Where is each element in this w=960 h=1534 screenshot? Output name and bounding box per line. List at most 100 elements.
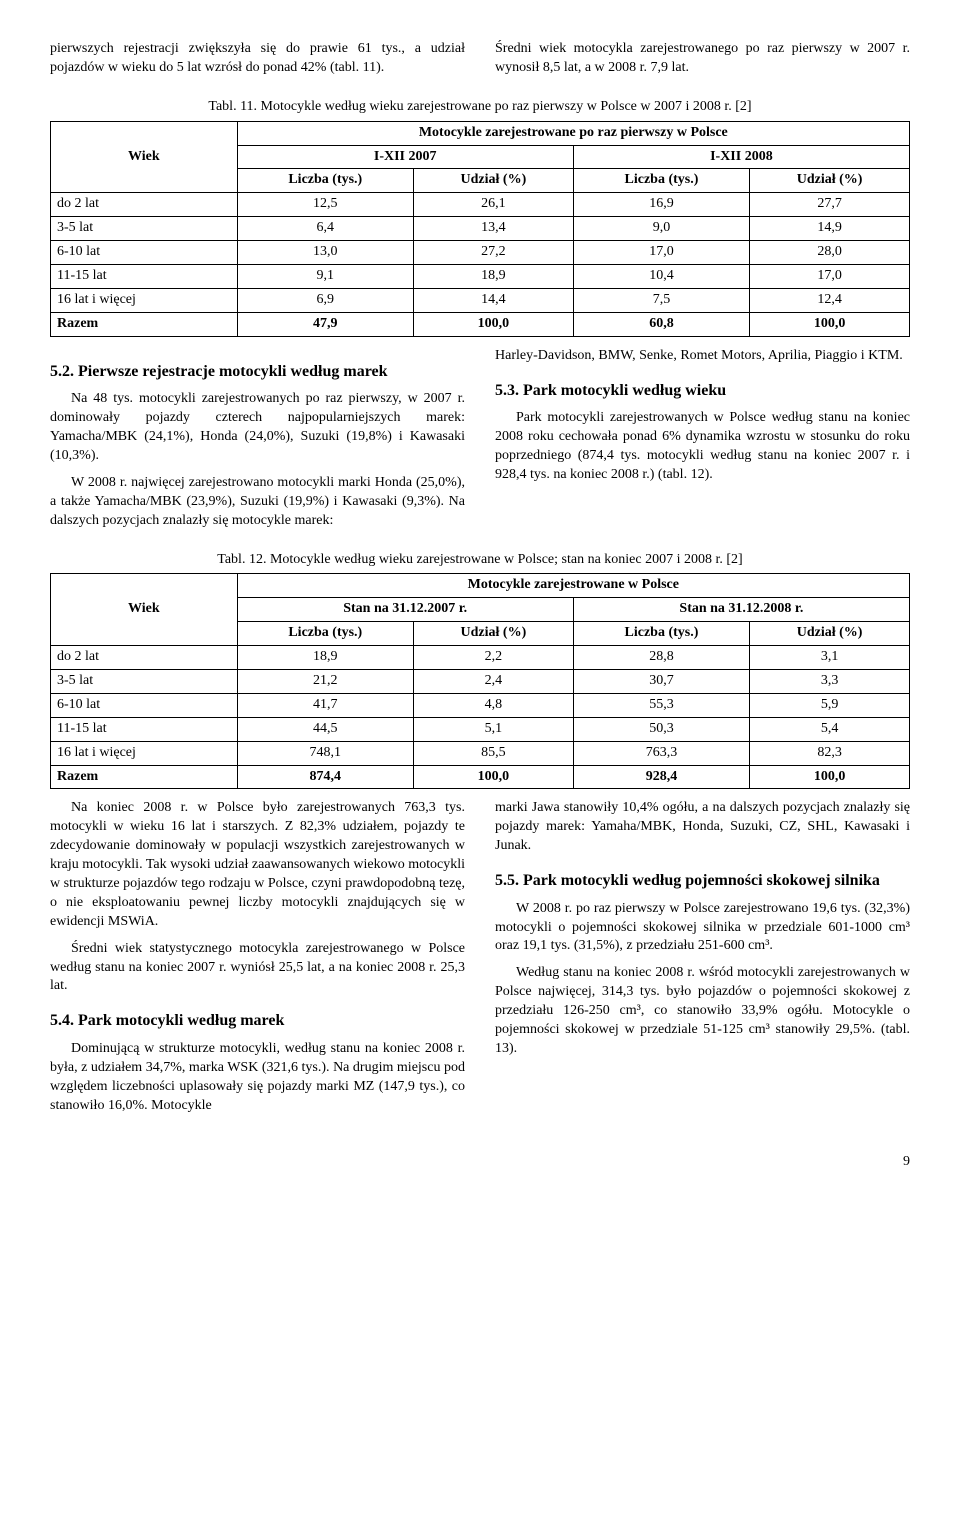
table-row: do 2 lat18,92,228,83,1 <box>51 646 910 670</box>
table-row: 3-5 lat21,22,430,73,3 <box>51 669 910 693</box>
cell: 21,2 <box>237 669 413 693</box>
row-label: 3-5 lat <box>51 669 238 693</box>
intro-columns: pierwszych rejestracji zwiększyła się do… <box>50 40 910 86</box>
t12-udzial2: Udział (%) <box>750 622 910 646</box>
cell: 100,0 <box>750 765 910 789</box>
table-row: 11-15 lat44,55,150,35,4 <box>51 717 910 741</box>
mid-left: 5.2. Pierwsze rejestracje motocykli wedł… <box>50 347 465 539</box>
bottom-right-p1: marki Jawa stanowiły 10,4% ogółu, a na d… <box>495 799 910 856</box>
table-row: Razem47,9100,060,8100,0 <box>51 312 910 336</box>
cell: 7,5 <box>573 288 749 312</box>
cell: 9,0 <box>573 217 749 241</box>
cell: 5,9 <box>750 693 910 717</box>
cell: 100,0 <box>750 312 910 336</box>
cell: 18,9 <box>237 646 413 670</box>
cell: 17,0 <box>573 241 749 265</box>
table-row: 16 lat i więcej6,914,47,512,4 <box>51 288 910 312</box>
t12-liczba1: Liczba (tys.) <box>237 622 413 646</box>
sec54-p1: Dominującą w strukturze motocykli, wedłu… <box>50 1040 465 1116</box>
cell: 2,2 <box>413 646 573 670</box>
row-label: 6-10 lat <box>51 241 238 265</box>
t12-period2: Stan na 31.12.2008 r. <box>573 598 909 622</box>
cell: 12,4 <box>750 288 910 312</box>
cell: 18,9 <box>413 265 573 289</box>
cell: 14,9 <box>750 217 910 241</box>
cell: 100,0 <box>413 765 573 789</box>
cell: 928,4 <box>573 765 749 789</box>
row-label: Razem <box>51 312 238 336</box>
page-number: 9 <box>50 1153 910 1172</box>
t11-udzial2: Udział (%) <box>750 169 910 193</box>
t11-period2: I-XII 2008 <box>573 145 909 169</box>
table12-caption: Tabl. 12. Motocykle według wieku zarejes… <box>50 551 910 570</box>
cell: 100,0 <box>413 312 573 336</box>
cell: 6,4 <box>237 217 413 241</box>
sec55-p2: Według stanu na koniec 2008 r. wśród mot… <box>495 964 910 1058</box>
cell: 14,4 <box>413 288 573 312</box>
cell: 4,8 <box>413 693 573 717</box>
intro-right-text: Średni wiek motocykla zarejestrowanego p… <box>495 40 910 78</box>
cell: 3,1 <box>750 646 910 670</box>
cell: 2,4 <box>413 669 573 693</box>
t12-liczba2: Liczba (tys.) <box>573 622 749 646</box>
t11-wiek-header: Wiek <box>51 121 238 193</box>
table-row: do 2 lat12,526,116,927,7 <box>51 193 910 217</box>
cell: 16,9 <box>573 193 749 217</box>
cell: 9,1 <box>237 265 413 289</box>
t11-liczba2: Liczba (tys.) <box>573 169 749 193</box>
table-row: 6-10 lat41,74,855,35,9 <box>51 693 910 717</box>
heading-5-3: 5.3. Park motocykli według wieku <box>495 380 910 402</box>
cell: 17,0 <box>750 265 910 289</box>
cell: 6,9 <box>237 288 413 312</box>
row-label: 11-15 lat <box>51 265 238 289</box>
cell: 55,3 <box>573 693 749 717</box>
cell: 41,7 <box>237 693 413 717</box>
sec53-p1: Park motocykli zarejestrowanych w Polsce… <box>495 409 910 485</box>
bottom-left-p2: Średni wiek statystycznego motocykla zar… <box>50 940 465 997</box>
cell: 27,7 <box>750 193 910 217</box>
heading-5-2: 5.2. Pierwsze rejestracje motocykli wedł… <box>50 361 465 383</box>
bottom-left-p1: Na koniec 2008 r. w Polsce było zarejest… <box>50 799 465 931</box>
row-label: do 2 lat <box>51 193 238 217</box>
table-row: 3-5 lat6,413,49,014,9 <box>51 217 910 241</box>
bottom-left: Na koniec 2008 r. w Polsce było zarejest… <box>50 799 465 1123</box>
intro-right: Średni wiek motocykla zarejestrowanego p… <box>495 40 910 86</box>
cell: 874,4 <box>237 765 413 789</box>
row-label: 3-5 lat <box>51 217 238 241</box>
cell: 5,4 <box>750 717 910 741</box>
sec52-p1: Na 48 tys. motocykli zarejestrowanych po… <box>50 390 465 466</box>
cell: 763,3 <box>573 741 749 765</box>
cell: 85,5 <box>413 741 573 765</box>
cell: 50,3 <box>573 717 749 741</box>
row-label: 16 lat i więcej <box>51 741 238 765</box>
cell: 26,1 <box>413 193 573 217</box>
cell: 13,0 <box>237 241 413 265</box>
intro-left: pierwszych rejestracji zwiększyła się do… <box>50 40 465 86</box>
t12-wiek-header: Wiek <box>51 574 238 646</box>
cell: 82,3 <box>750 741 910 765</box>
sec55-p1: W 2008 r. po raz pierwszy w Polsce zarej… <box>495 900 910 957</box>
mid-columns: 5.2. Pierwsze rejestracje motocykli wedł… <box>50 347 910 539</box>
intro-left-text: pierwszych rejestracji zwiększyła się do… <box>50 40 465 78</box>
cell: 12,5 <box>237 193 413 217</box>
row-label: 11-15 lat <box>51 717 238 741</box>
table-row: 6-10 lat13,027,217,028,0 <box>51 241 910 265</box>
cell: 13,4 <box>413 217 573 241</box>
heading-5-4: 5.4. Park motocykli według marek <box>50 1010 465 1032</box>
row-label: 6-10 lat <box>51 693 238 717</box>
table11-caption: Tabl. 11. Motocykle według wieku zarejes… <box>50 98 910 117</box>
row-label: Razem <box>51 765 238 789</box>
cell: 60,8 <box>573 312 749 336</box>
heading-5-5: 5.5. Park motocykli według pojemności sk… <box>495 870 910 892</box>
t12-period1: Stan na 31.12.2007 r. <box>237 598 573 622</box>
table-row: 11-15 lat9,118,910,417,0 <box>51 265 910 289</box>
cell: 28,8 <box>573 646 749 670</box>
sec52-right: Harley-Davidson, BMW, Senke, Romet Motor… <box>495 347 910 366</box>
cell: 3,3 <box>750 669 910 693</box>
cell: 44,5 <box>237 717 413 741</box>
table-row: 16 lat i więcej748,185,5763,382,3 <box>51 741 910 765</box>
mid-right: Harley-Davidson, BMW, Senke, Romet Motor… <box>495 347 910 539</box>
t11-group-header: Motocykle zarejestrowane po raz pierwszy… <box>237 121 909 145</box>
t12-group-header: Motocykle zarejestrowane w Polsce <box>237 574 909 598</box>
bottom-right: marki Jawa stanowiły 10,4% ogółu, a na d… <box>495 799 910 1123</box>
